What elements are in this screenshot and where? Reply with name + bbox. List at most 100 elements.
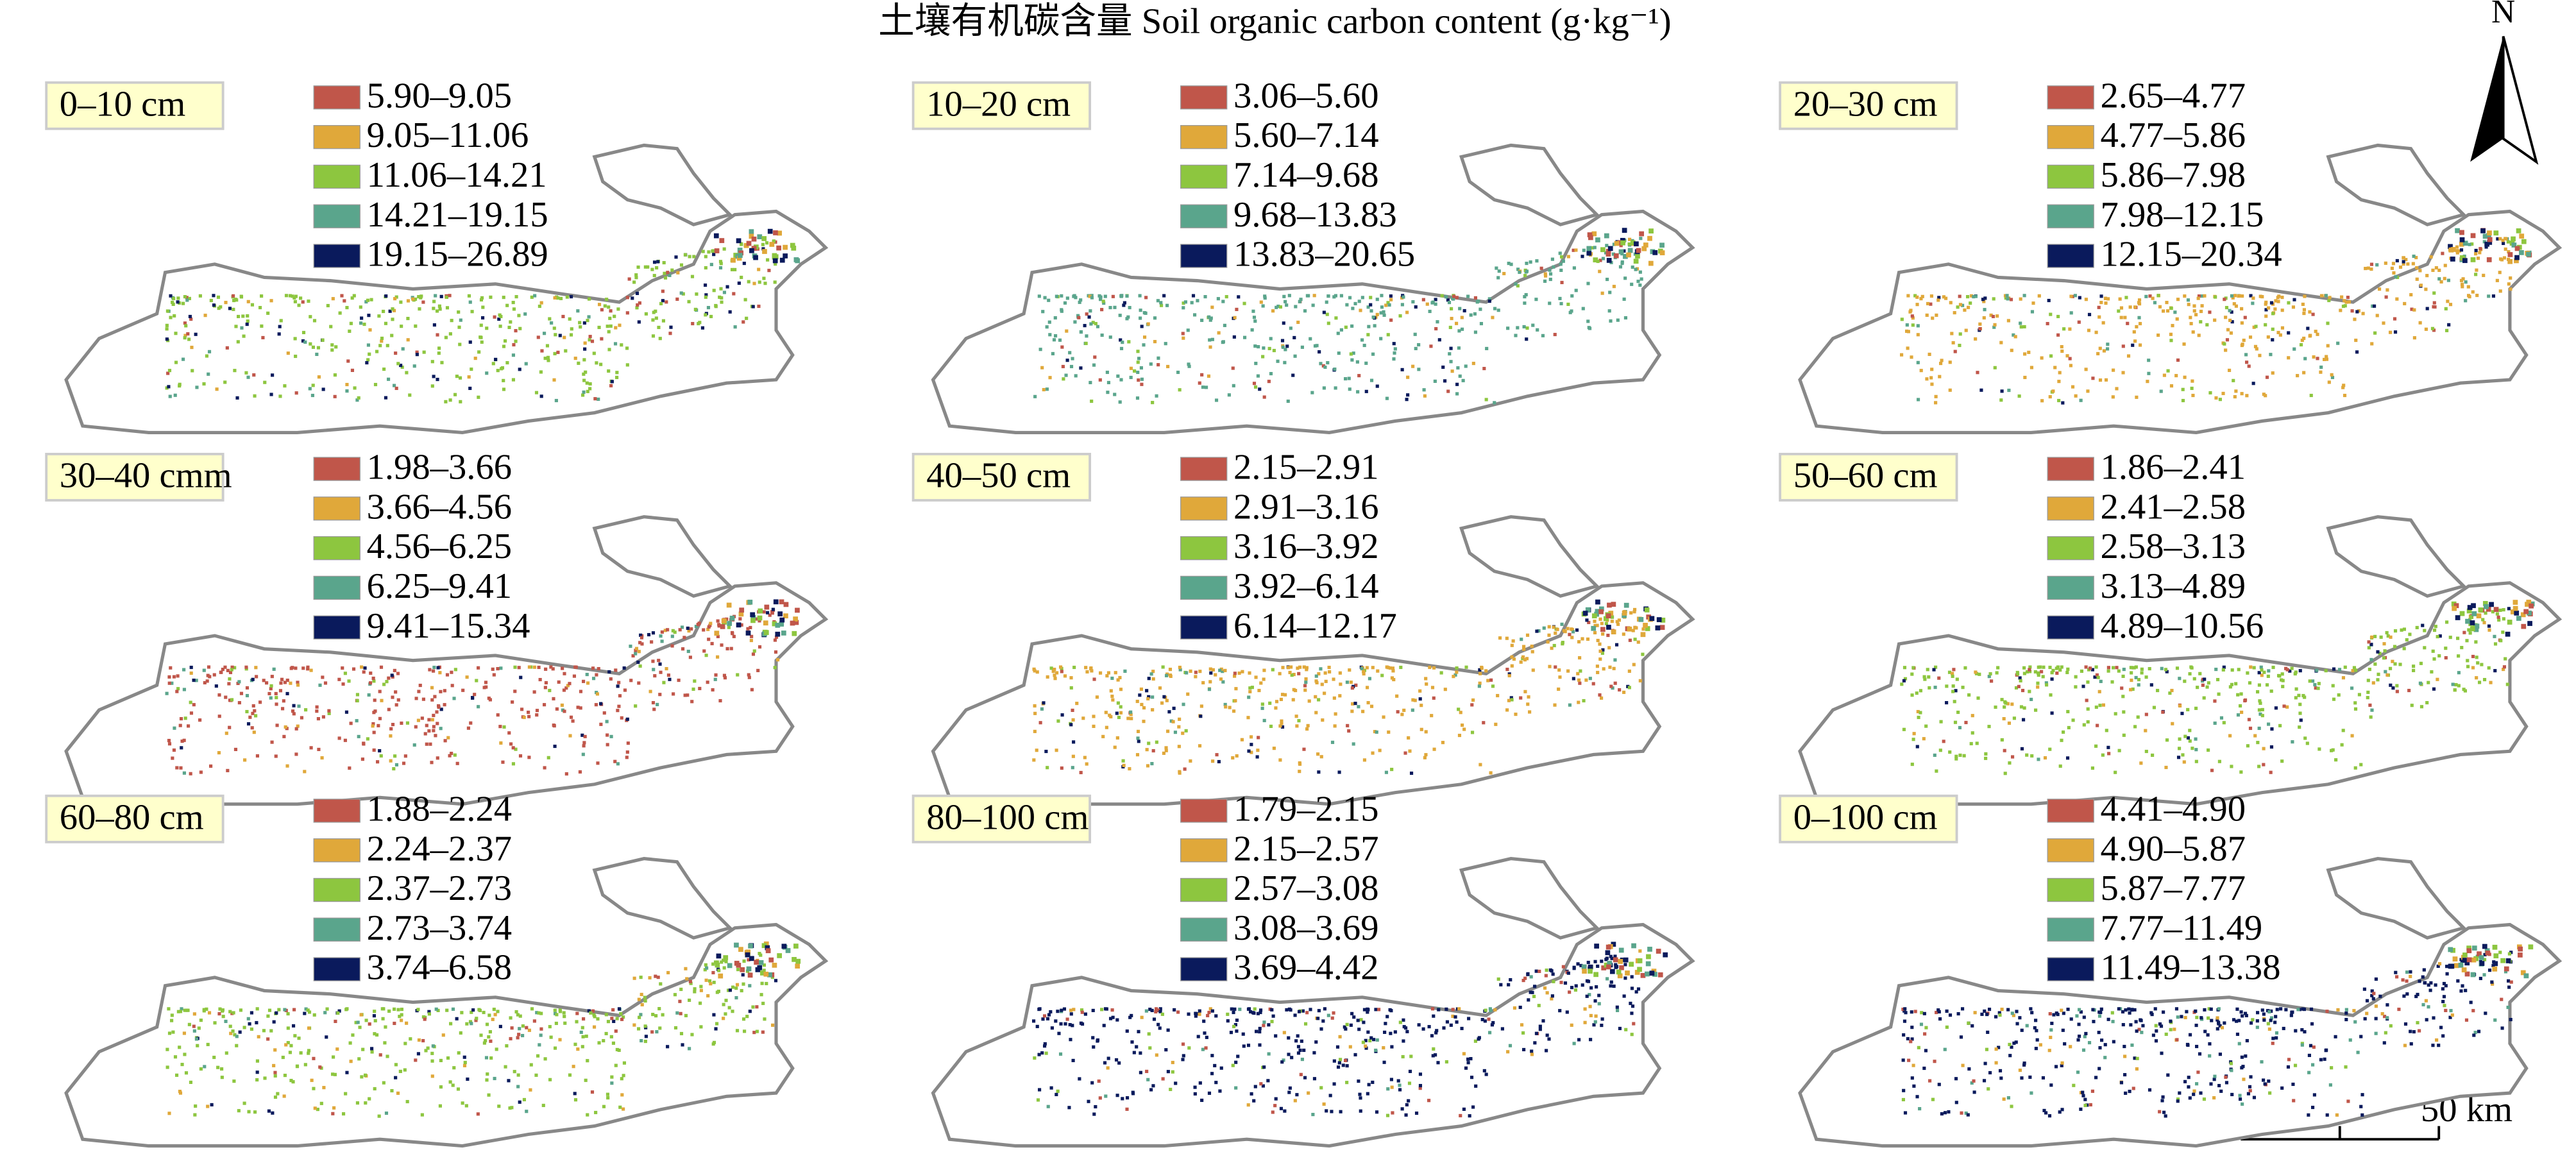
legend-label: 3.08–3.69	[1233, 908, 1378, 948]
soil-pixel	[719, 238, 725, 243]
soil-pixel	[1406, 393, 1410, 397]
soil-pixel	[1305, 727, 1309, 731]
soil-pixel	[1380, 305, 1384, 309]
soil-pixel	[430, 1059, 434, 1063]
soil-pixel	[1033, 729, 1037, 733]
soil-pixel	[768, 957, 774, 963]
soil-pixel	[1407, 736, 1411, 740]
soil-pixel	[283, 1008, 287, 1011]
soil-pixel	[192, 679, 196, 682]
soil-pixel	[570, 327, 573, 331]
soil-pixel	[1391, 669, 1395, 673]
soil-pixel	[2082, 723, 2086, 727]
soil-pixel	[707, 638, 711, 641]
soil-pixel	[1290, 1056, 1294, 1060]
soil-pixel	[1461, 378, 1465, 382]
soil-pixel	[518, 754, 523, 758]
soil-pixel	[2144, 675, 2148, 679]
soil-pixel	[1645, 971, 1650, 977]
soil-pixel	[712, 981, 716, 985]
region-lobe	[2326, 856, 2467, 940]
soil-pixel	[282, 699, 285, 703]
soil-pixel	[2471, 654, 2475, 659]
soil-pixel	[1210, 337, 1214, 341]
soil-pixel	[2087, 328, 2091, 332]
soil-pixel	[669, 325, 673, 329]
soil-pixel	[218, 1007, 222, 1011]
soil-pixel	[1207, 374, 1211, 378]
soil-pixel	[1058, 338, 1062, 342]
soil-pixel	[350, 368, 355, 372]
soil-pixel	[2207, 1007, 2211, 1011]
soil-pixel	[1042, 387, 1046, 392]
soil-pixel	[2138, 343, 2142, 347]
soil-pixel	[345, 389, 349, 393]
soil-pixel	[688, 656, 692, 659]
soil-pixel	[1122, 303, 1126, 307]
soil-pixel	[1940, 1112, 1944, 1116]
soil-pixel	[2013, 335, 2017, 339]
soil-pixel	[433, 695, 437, 698]
soil-pixel	[2060, 349, 2064, 353]
soil-pixel	[658, 1026, 662, 1030]
soil-pixel	[2443, 1004, 2446, 1008]
soil-pixel	[384, 294, 388, 298]
legend-label: 2.15–2.57	[1233, 829, 1378, 868]
soil-pixel	[348, 329, 352, 333]
soil-pixel	[1607, 602, 1612, 608]
soil-pixel	[2374, 1031, 2378, 1035]
soil-pixel	[772, 963, 777, 968]
soil-pixel	[1933, 686, 1937, 690]
soil-pixel	[1241, 1032, 1245, 1036]
soil-pixel	[709, 622, 713, 625]
soil-pixel	[343, 299, 346, 303]
soil-pixel	[525, 1110, 529, 1113]
soil-pixel	[2427, 681, 2430, 684]
soil-pixel	[2436, 964, 2440, 969]
soil-pixel	[776, 245, 781, 251]
soil-pixel	[2101, 703, 2105, 707]
soil-pixel	[2452, 605, 2457, 611]
soil-pixel	[2366, 690, 2370, 694]
soil-pixel	[589, 1011, 593, 1015]
soil-pixel	[1279, 697, 1284, 702]
soil-pixel	[1608, 665, 1612, 669]
soil-pixel	[572, 674, 576, 678]
soil-pixel	[543, 686, 547, 690]
soil-pixel	[762, 963, 767, 967]
soil-pixel	[1078, 300, 1081, 304]
soil-pixel	[2248, 1088, 2252, 1093]
soil-pixel	[2415, 266, 2419, 270]
soil-pixel	[205, 1007, 208, 1011]
soil-pixel	[365, 360, 369, 365]
soil-pixel	[1521, 978, 1525, 983]
soil-pixel	[286, 1041, 290, 1045]
soil-pixel	[2475, 293, 2479, 298]
soil-pixel	[1360, 666, 1364, 671]
soil-pixel	[1548, 301, 1552, 305]
soil-pixel	[503, 339, 507, 343]
soil-pixel	[2169, 384, 2174, 388]
soil-pixel	[2177, 747, 2182, 750]
soil-pixel	[1060, 1008, 1063, 1012]
soil-pixel	[1256, 1011, 1260, 1015]
soil-pixel	[2461, 285, 2464, 289]
soil-pixel	[1353, 702, 1357, 706]
soil-pixel	[2255, 1026, 2259, 1029]
soil-pixel	[2487, 237, 2493, 242]
soil-pixel	[1080, 1010, 1084, 1014]
soil-pixel	[1288, 1086, 1292, 1090]
soil-pixel	[1391, 666, 1395, 670]
soil-pixel	[2251, 382, 2255, 385]
soil-pixel	[1479, 307, 1482, 311]
soil-pixel	[2286, 1065, 2291, 1069]
soil-pixel	[1148, 1008, 1152, 1011]
soil-pixel	[656, 702, 659, 706]
soil-pixel	[1139, 1051, 1142, 1055]
soil-pixel	[712, 289, 716, 292]
soil-pixel	[2045, 683, 2049, 687]
soil-pixel	[562, 1011, 566, 1015]
soil-pixel	[1031, 1019, 1036, 1023]
soil-pixel	[2042, 665, 2046, 669]
soil-pixel	[498, 725, 502, 729]
